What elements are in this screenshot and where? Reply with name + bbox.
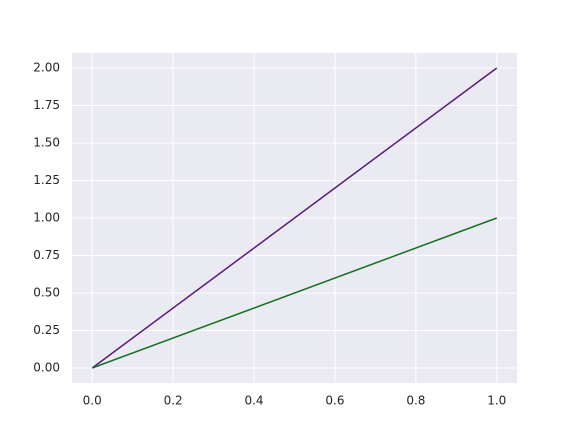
x-tick-label: 0.4 — [244, 394, 263, 408]
x-tick-label: 0.8 — [406, 394, 425, 408]
x-tick-label: 0.6 — [325, 394, 344, 408]
y-tick-label: 2.00 — [33, 61, 60, 75]
y-tick-label: 1.75 — [33, 98, 60, 112]
x-tick-label: 0.2 — [164, 394, 183, 408]
y-tick-label: 0.25 — [33, 323, 60, 337]
y-tick-label: 1.25 — [33, 173, 60, 187]
y-tick-label: 1.00 — [33, 211, 60, 225]
line — [91, 67, 498, 369]
y-tick-label: 0.75 — [33, 248, 60, 262]
line — [91, 217, 498, 369]
y-tick-label: 0.50 — [33, 286, 60, 300]
x-tick-label: 0.0 — [83, 394, 102, 408]
y-tick-label: 1.50 — [33, 136, 60, 150]
x-tick-label: 1.0 — [487, 394, 506, 408]
y-tick-label: 0.00 — [33, 361, 60, 375]
